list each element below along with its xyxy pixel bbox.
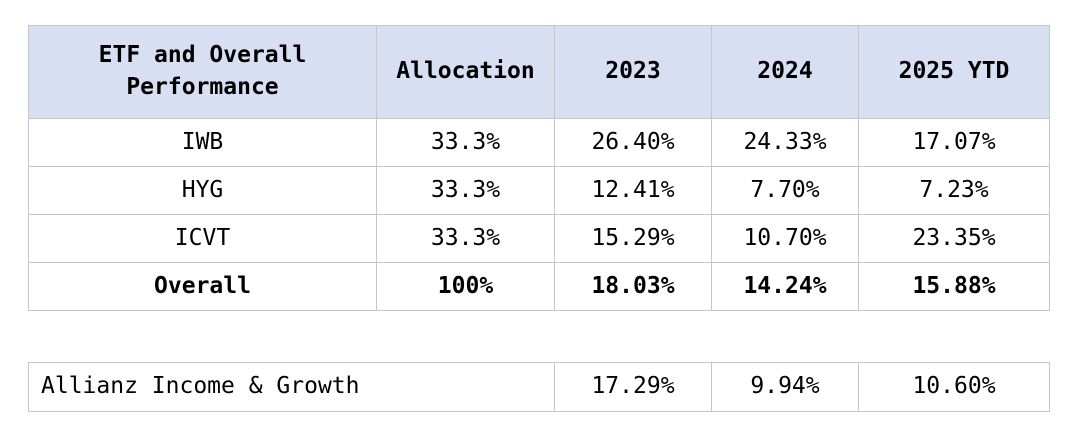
table-row-iwb: IWB 33.3% 26.40% 24.33% 17.07% (28, 118, 1050, 167)
iwb-2023-cell: 26.40% (554, 118, 712, 167)
hyg-2024-cell: 7.70% (711, 166, 859, 215)
icvt-2025-ytd-cell: 23.35% (858, 214, 1050, 263)
hyg-2025-ytd-cell: 7.23% (858, 166, 1050, 215)
hyg-2023-cell: 12.41% (554, 166, 712, 215)
overall-2023-cell: 18.03% (554, 262, 712, 311)
benchmark-row: Allianz Income & Growth 17.29% 9.94% 10.… (28, 362, 1050, 412)
table-row-hyg: HYG 33.3% 12.41% 7.70% 7.23% (28, 166, 1050, 215)
iwb-label-cell: IWB (28, 118, 377, 167)
benchmark-2023-cell: 17.29% (554, 362, 712, 412)
iwb-2024-cell: 24.33% (711, 118, 859, 167)
benchmark-table: Allianz Income & Growth 17.29% 9.94% 10.… (28, 362, 1050, 412)
performance-sheet: ETF and Overall Performance Allocation 2… (28, 25, 1050, 412)
icvt-2023-cell: 15.29% (554, 214, 712, 263)
header-cell-etf-performance: ETF and Overall Performance (28, 25, 377, 119)
table-row-icvt: ICVT 33.3% 15.29% 10.70% 23.35% (28, 214, 1050, 263)
table-row-overall: Overall 100% 18.03% 14.24% 15.88% (28, 262, 1050, 311)
iwb-allocation-cell: 33.3% (376, 118, 555, 167)
header-row: ETF and Overall Performance Allocation 2… (28, 25, 1050, 119)
icvt-label-cell: ICVT (28, 214, 377, 263)
benchmark-2024-cell: 9.94% (711, 362, 859, 412)
iwb-2025-ytd-cell: 17.07% (858, 118, 1050, 167)
overall-allocation-cell: 100% (376, 262, 555, 311)
hyg-label-cell: HYG (28, 166, 377, 215)
icvt-2024-cell: 10.70% (711, 214, 859, 263)
benchmark-2025-ytd-cell: 10.60% (858, 362, 1050, 412)
hyg-allocation-cell: 33.3% (376, 166, 555, 215)
icvt-allocation-cell: 33.3% (376, 214, 555, 263)
header-cell-2025-ytd: 2025 YTD (858, 25, 1050, 119)
overall-label-cell: Overall (28, 262, 377, 311)
etf-performance-table: ETF and Overall Performance Allocation 2… (28, 25, 1050, 311)
header-cell-2024: 2024 (711, 25, 859, 119)
header-cell-allocation: Allocation (376, 25, 555, 119)
overall-2025-ytd-cell: 15.88% (858, 262, 1050, 311)
benchmark-label-cell: Allianz Income & Growth (28, 362, 555, 412)
overall-2024-cell: 14.24% (711, 262, 859, 311)
header-cell-2023: 2023 (554, 25, 712, 119)
